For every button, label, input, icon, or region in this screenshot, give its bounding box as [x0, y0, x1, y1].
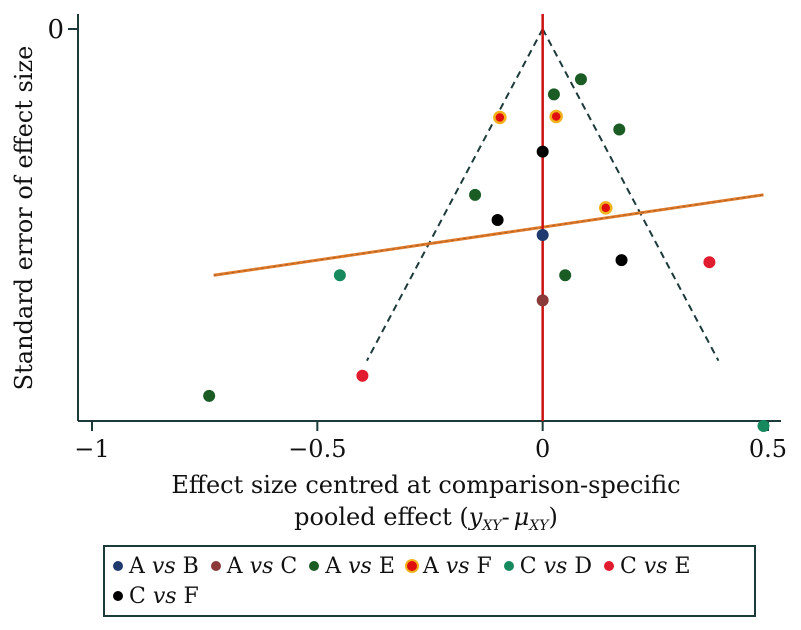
legend-label-vs: vs	[445, 553, 477, 579]
y-axis-ticks: 0	[47, 15, 78, 45]
funnel-plot: −1 −0.5 0 0.5 0 Standard error of effect si…	[10, 14, 787, 530]
legend-label-b: F	[183, 583, 199, 609]
funnel-right-line	[541, 28, 720, 362]
x-label-y-sub: XY	[481, 518, 503, 530]
point-c-vs-f	[615, 254, 628, 267]
point-a-vs-e	[469, 188, 482, 201]
legend-label-a: A	[226, 553, 250, 579]
point-a-vs-e	[574, 73, 587, 86]
data-points	[203, 73, 770, 433]
y-axis-label: Standard error of effect size	[10, 46, 38, 391]
point-a-vs-c	[536, 294, 549, 307]
legend-label-vs: vs	[543, 553, 575, 579]
legend-swatch	[210, 561, 221, 571]
point-a-vs-e	[203, 389, 216, 402]
x-label-mu: μ	[514, 503, 530, 530]
point-a-vs-f	[493, 110, 507, 125]
legend-item-a-vs-e: A vs E	[309, 551, 395, 581]
legend-label-vs: vs	[249, 553, 281, 579]
legend-label-a: C	[519, 553, 544, 579]
point-c-vs-e	[356, 369, 369, 382]
legend-item-c-vs-e: C vs E	[603, 551, 691, 581]
legend-item-a-vs-f: A vs F	[406, 551, 492, 581]
legend-label-b: F	[476, 553, 492, 579]
legend-item-a-vs-b: A vs B	[113, 551, 199, 581]
legend-label-a: A	[325, 553, 349, 579]
point-a-vs-f	[599, 201, 613, 215]
legend-label-vs: vs	[643, 553, 675, 579]
x-label-dash: -	[502, 503, 510, 530]
point-a-vs-e	[559, 269, 572, 282]
x-tick-label: 0.5	[749, 435, 787, 463]
y-tick-label: 0	[47, 15, 64, 45]
point-c-vs-e	[703, 256, 716, 269]
x-axis-label-line2: pooled effect (yXY-μXY)	[294, 503, 558, 530]
x-tick-label: −0.5	[288, 435, 346, 463]
legend-swatch	[309, 561, 320, 571]
legend-label-a: C	[129, 583, 153, 609]
point-c-vs-f	[536, 145, 549, 158]
legend-label-vs: vs	[348, 553, 379, 579]
x-label-mu-sub: XY	[528, 518, 550, 530]
legend-swatch	[113, 561, 123, 571]
x-tick-label: −1	[74, 435, 109, 463]
legend-label-a: A	[129, 553, 152, 579]
legend-label-a: A	[422, 553, 446, 579]
legend-swatch	[603, 561, 614, 571]
legend-label-vs: vs	[152, 583, 184, 609]
regression-line-dash	[213, 194, 764, 276]
legend-item-a-vs-c: A vs C	[210, 551, 298, 581]
x-tick-label: 0	[535, 435, 550, 463]
legend-label-b: D	[574, 553, 592, 579]
point-c-vs-d	[757, 420, 770, 433]
legend-item-c-vs-d: C vs D	[503, 551, 592, 581]
point-a-vs-f	[549, 109, 563, 124]
legend-item-c-vs-f: C vs F	[113, 581, 199, 611]
legend-label-vs: vs	[151, 553, 183, 579]
point-c-vs-f	[491, 213, 504, 226]
legend-label-b: E	[674, 553, 691, 579]
legend-swatch	[406, 561, 417, 571]
point-c-vs-d	[333, 269, 346, 282]
x-label-prefix: pooled effect (	[294, 503, 469, 530]
funnel-left-line	[366, 28, 544, 362]
point-a-vs-e	[547, 88, 560, 101]
legend-swatch	[113, 591, 123, 601]
funnel-lines	[366, 28, 720, 362]
x-axis-label-line1: Effect size centred at comparison-specif…	[171, 471, 680, 499]
legend-label-a: C	[619, 553, 644, 579]
x-label-y: y	[468, 503, 483, 530]
point-a-vs-b	[536, 229, 549, 242]
legend-label-b: E	[378, 553, 395, 579]
x-axis-ticks: −1 −0.5 0 0.5	[74, 421, 787, 463]
legend-swatch	[503, 561, 514, 571]
x-label-suffix: )	[549, 503, 558, 530]
legend-label-b: B	[182, 553, 199, 579]
point-a-vs-e	[613, 123, 626, 136]
regression-line	[213, 193, 764, 277]
legend-label-b: C	[280, 553, 298, 579]
